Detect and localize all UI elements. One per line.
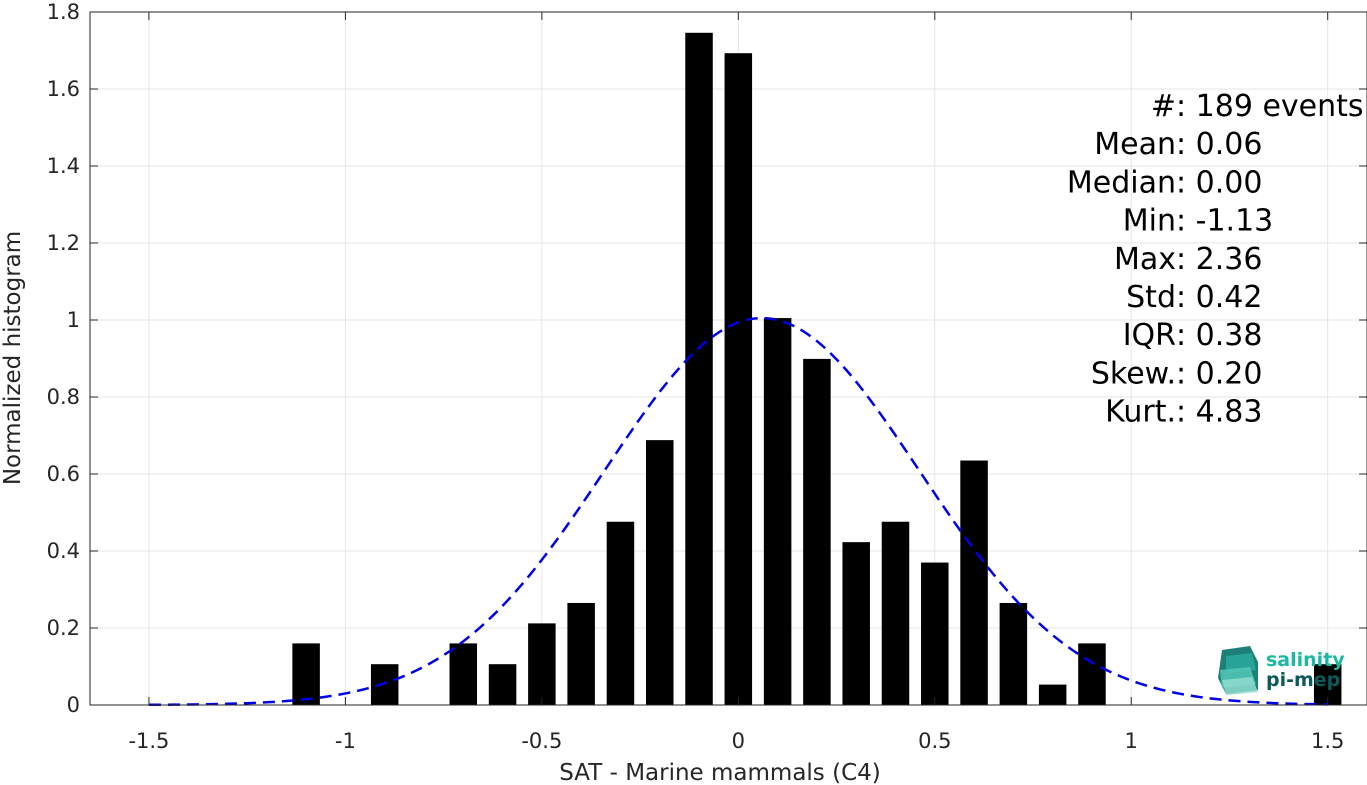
histogram-bar <box>449 643 478 705</box>
stats-label: Kurt. <box>1105 395 1176 430</box>
y-tick-label: 1.8 <box>47 0 80 24</box>
histogram-bar <box>292 643 320 705</box>
stats-value: : 0.06 <box>1176 127 1262 162</box>
x-tick-label: 1 <box>1125 729 1138 753</box>
histogram-bar <box>842 542 870 705</box>
y-tick-label: 0.4 <box>47 539 80 563</box>
salinity-pimep-logo: salinity pi-mep <box>1218 646 1345 695</box>
logo-waves-icon <box>1218 646 1258 695</box>
y-tick-label: 0.2 <box>47 616 80 640</box>
plot-frame <box>89 11 1367 706</box>
stats-label: IQR <box>1123 318 1176 353</box>
y-tick-label: 1.4 <box>47 154 80 178</box>
histogram-bar <box>370 664 399 705</box>
histogram-bar <box>921 562 949 705</box>
y-axis-label: Normalized histogram <box>0 231 26 485</box>
histogram-bar <box>763 318 792 705</box>
histogram-bar <box>803 358 831 705</box>
stats-label: # <box>1151 89 1176 124</box>
histogram-bar <box>724 53 753 705</box>
y-tick-label: 1.6 <box>47 77 80 101</box>
histogram-bar <box>960 460 988 705</box>
histogram-bar <box>645 440 674 705</box>
histogram-bar <box>1038 684 1067 705</box>
gaussian-fit-curve <box>148 316 1328 707</box>
stats-label: Mean <box>1094 127 1176 162</box>
histogram-bar <box>528 623 556 705</box>
y-tick-label: 1.2 <box>47 231 80 255</box>
stats-label: Skew. <box>1091 356 1176 391</box>
y-axis-ticks: 0 0.2 0.4 0.6 0.8 1 1.2 1.4 1.6 1.8 <box>47 0 1367 717</box>
gaussian-fit-curve-group <box>148 316 1328 707</box>
stats-value: : 0.42 <box>1176 280 1262 315</box>
histogram-bar <box>1078 643 1106 705</box>
x-tick-label: 0.5 <box>918 729 951 753</box>
histogram-bar <box>999 602 1028 705</box>
y-tick-label: 0.8 <box>47 385 80 409</box>
x-tick-label: -1 <box>335 729 356 753</box>
histogram-bar <box>881 521 910 705</box>
x-axis-ticks: -1.5 -1 -0.5 0 0.5 1 1.5 <box>128 12 1344 753</box>
histogram-bar <box>567 602 595 705</box>
x-tick-label: -1.5 <box>128 729 169 753</box>
x-axis-label: SAT - Marine mammals (C4) <box>559 760 881 785</box>
histogram-bar <box>488 664 517 705</box>
stats-value: : 0.38 <box>1176 318 1262 353</box>
stats-label: Max <box>1114 242 1176 277</box>
stats-value: : 0.00 <box>1176 165 1262 200</box>
y-tick-label: 1 <box>67 308 80 332</box>
stats-value: : 2.36 <box>1176 242 1262 277</box>
histogram-bar <box>685 32 713 706</box>
y-tick-label: 0.6 <box>47 462 80 486</box>
x-tick-label: 1.5 <box>1311 729 1344 753</box>
stats-label: Min <box>1123 204 1176 239</box>
histogram-bar <box>606 521 635 705</box>
stats-label: Std <box>1126 280 1176 315</box>
stats-value: : -1.13 <box>1176 204 1273 239</box>
x-tick-label: -0.5 <box>521 729 562 753</box>
stats-value: : 0.20 <box>1176 356 1262 391</box>
x-tick-label: 0 <box>732 729 745 753</box>
stats-value: : 4.83 <box>1176 395 1262 430</box>
logo-text-salinity: salinity <box>1266 649 1345 671</box>
stats-label: Median <box>1067 165 1176 200</box>
stats-value: : 189 events <box>1176 89 1364 124</box>
y-tick-label: 0 <box>67 693 80 717</box>
logo-text-pimep: pi-mep <box>1266 669 1340 691</box>
